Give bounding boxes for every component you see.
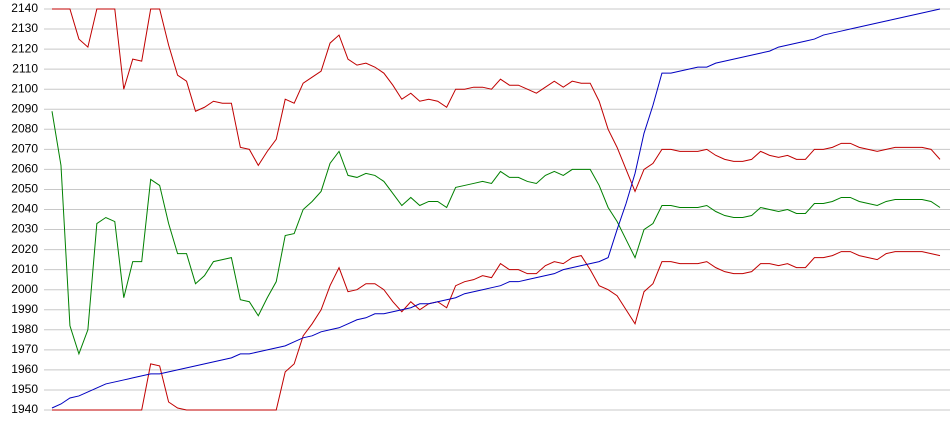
y-tick-label: 2120 <box>11 41 38 55</box>
y-tick-label: 1940 <box>11 402 38 416</box>
y-tick-label: 2080 <box>11 121 38 135</box>
y-tick-label: 1950 <box>11 382 38 396</box>
y-tick-label: 1990 <box>11 302 38 316</box>
y-tick-label: 1960 <box>11 362 38 376</box>
y-tick-label: 2010 <box>11 262 38 276</box>
y-tick-label: 1980 <box>11 322 38 336</box>
y-tick-label: 2130 <box>11 21 38 35</box>
line-series <box>52 251 941 411</box>
line-series <box>51 8 941 409</box>
y-tick-label: 2070 <box>11 142 38 156</box>
y-tick-label: 2060 <box>11 162 38 176</box>
y-tick-label: 2020 <box>11 242 38 256</box>
y-tick-label: 1970 <box>11 342 38 356</box>
line-series <box>51 111 941 356</box>
y-tick-label: 2110 <box>12 61 38 75</box>
y-tick-label: 2000 <box>11 282 38 296</box>
y-tick-label: 2140 <box>11 1 38 15</box>
y-tick-label: 2050 <box>11 182 38 196</box>
y-tick-label: 2040 <box>11 202 38 216</box>
y-tick-label: 2090 <box>11 101 38 115</box>
y-tick-label: 2030 <box>11 222 38 236</box>
y-tick-label: 2100 <box>11 81 38 95</box>
line-series <box>52 8 941 193</box>
